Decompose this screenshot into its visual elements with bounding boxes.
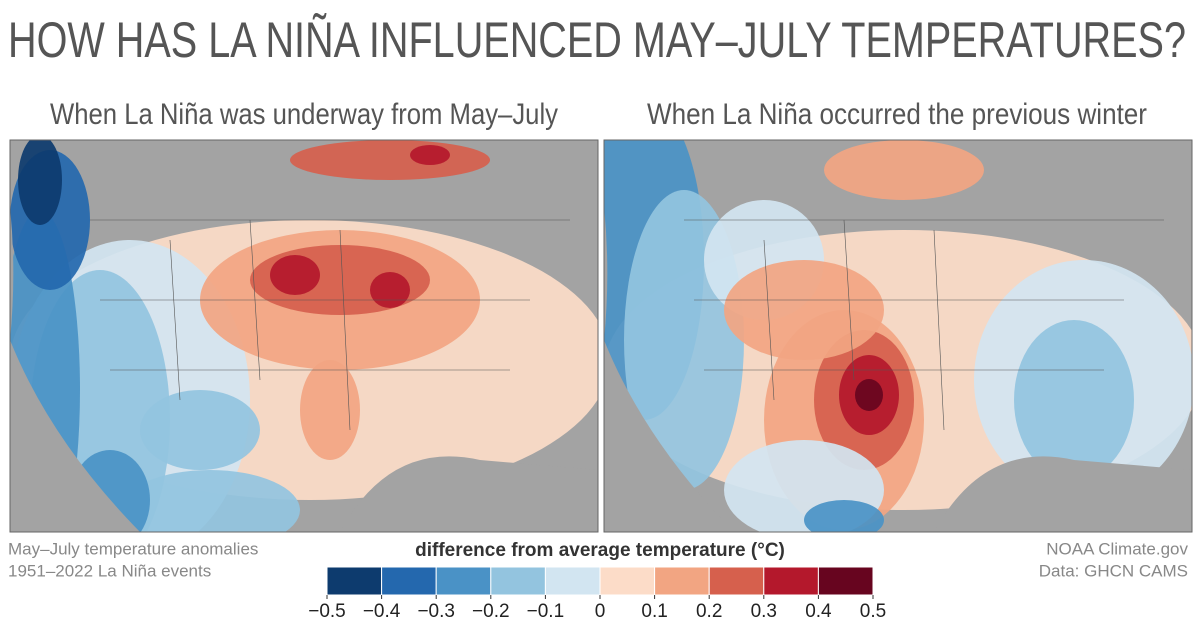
anomaly-region [370, 272, 410, 308]
map-frame [603, 139, 1193, 533]
legend-tick-label: −0.1 [527, 601, 565, 622]
legend-swatch [654, 566, 710, 596]
legend-tick-label: 0.5 [860, 601, 886, 622]
anomaly-region [300, 360, 360, 460]
footnote: 1951–2022 La Niña events [8, 561, 211, 580]
legend-swatch [708, 566, 765, 596]
legend-tick-label: −0.3 [417, 601, 455, 622]
anomaly-region [1014, 320, 1134, 480]
legend-swatch [817, 566, 874, 596]
legend-swatch [763, 566, 819, 596]
anomaly-region [724, 260, 884, 360]
anomaly-region [140, 390, 260, 470]
legend-tick-label: −0.5 [308, 601, 346, 622]
legend-tick-label: 0 [595, 601, 606, 622]
legend-swatch [490, 566, 546, 596]
anomaly-region [410, 145, 450, 165]
anomaly-region [120, 470, 300, 532]
legend-swatch [599, 566, 656, 596]
anomaly-region [18, 140, 62, 225]
legend-swatch [381, 566, 437, 596]
legend-tick-label: 0.3 [751, 601, 777, 622]
legend-tick-label: 0.1 [641, 601, 667, 622]
title: HOW HAS LA NIÑA INFLUENCED MAY–JULY TEMP… [8, 12, 1186, 68]
legend-title: difference from average temperature (°C) [415, 540, 785, 561]
map-frame [9, 139, 599, 533]
legend-tick-label: 0.4 [805, 601, 832, 622]
anomaly-region [824, 140, 984, 200]
ocean [604, 206, 734, 532]
ocean [934, 456, 1192, 532]
anomaly-region [804, 500, 884, 532]
footnote: May–July temperature anomalies [8, 539, 258, 558]
anomaly-region [855, 379, 883, 411]
credit: Data: GHCN CAMS [1039, 561, 1188, 580]
anomaly-region [290, 140, 490, 180]
legend-tick-label: −0.4 [363, 601, 401, 622]
legend-swatch [435, 566, 492, 596]
legend-swatch [544, 566, 601, 596]
ocean [340, 456, 598, 532]
panel-title: When La Niña was underway from May–July [50, 98, 558, 131]
credit: NOAA Climate.gov [1046, 539, 1188, 558]
map [10, 140, 598, 532]
state-borders [684, 219, 1164, 431]
state-borders [90, 219, 570, 431]
map [604, 140, 1192, 532]
legend: −0.5 −0.4 −0.3 −0.2 −0.1 0 0.1 0.2 0.3 0.4 0.5 [308, 566, 886, 622]
ocean [10, 206, 140, 532]
anomaly-region [270, 255, 320, 295]
panel-title: When La Niña occurred the previous winte… [647, 98, 1147, 131]
legend-tick-label: 0.2 [696, 601, 722, 622]
legend-swatch [326, 566, 383, 596]
legend-tick-label: −0.2 [472, 601, 510, 622]
